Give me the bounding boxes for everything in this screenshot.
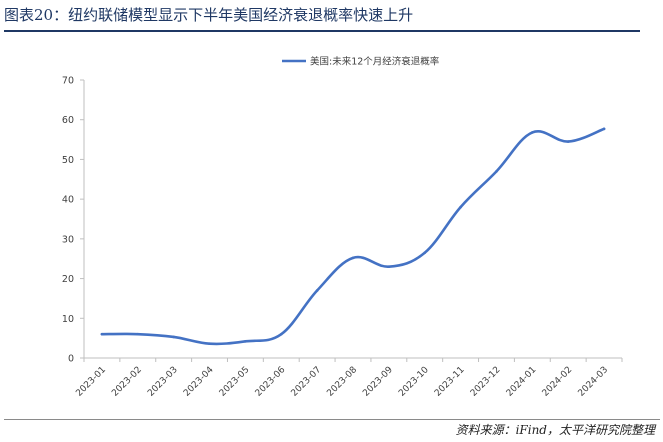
- x-tick-label: 2023-11: [433, 365, 467, 399]
- data-point: [208, 342, 211, 346]
- x-tick-label: 2024-03: [577, 365, 611, 399]
- title-rule: [4, 30, 640, 32]
- y-tick-label: 20: [62, 274, 74, 285]
- data-point: [566, 140, 570, 143]
- x-tick-label: 2023-02: [110, 365, 144, 399]
- y-tick-label: 60: [62, 115, 74, 126]
- data-point: [423, 251, 427, 255]
- y-tick-label: 40: [62, 195, 74, 206]
- x-tick-label: 2023-03: [146, 365, 180, 399]
- x-tick-label: 2023-05: [218, 365, 252, 399]
- data-point: [100, 332, 104, 336]
- y-tick-label: 70: [62, 76, 74, 87]
- x-tick-label: 2024-02: [541, 365, 575, 399]
- data-point: [351, 256, 355, 260]
- x-tick-label: 2023-07: [290, 365, 324, 399]
- figure-title: 图表20：纽约联储模型显示下半年美国经济衰退概率快速上升: [4, 6, 414, 24]
- x-tick-label: 2023-09: [361, 365, 395, 399]
- x-tick-label: 2023-04: [182, 365, 216, 399]
- x-tick-label: 2023-06: [254, 365, 288, 399]
- x-tick-label: 2023-01: [74, 365, 108, 399]
- x-tick-label: 2024-01: [505, 365, 539, 399]
- x-tick-label: 2023-10: [397, 365, 431, 399]
- legend-label: 美国:未来12个月经济衰退概率: [310, 56, 440, 68]
- data-point: [459, 205, 462, 209]
- x-tick-label: 2023-12: [469, 365, 503, 399]
- data-point: [602, 127, 606, 131]
- data-point: [172, 335, 175, 339]
- series-line: [100, 127, 606, 346]
- data-point: [315, 289, 319, 292]
- source-rule: [4, 419, 660, 420]
- y-tick-label: 10: [62, 314, 74, 325]
- data-point: [279, 332, 283, 336]
- data-point: [531, 131, 534, 134]
- x-tick-label: 2023-08: [325, 365, 359, 399]
- y-tick-label: 50: [62, 155, 74, 166]
- source-note: 资料来源：iFind，太平洋研究院整理: [455, 423, 655, 437]
- data-point: [387, 265, 391, 268]
- y-tick-label: 0: [68, 354, 74, 365]
- data-point: [244, 340, 247, 343]
- data-point: [136, 332, 140, 336]
- data-point: [495, 170, 498, 173]
- y-tick-label: 30: [62, 234, 74, 245]
